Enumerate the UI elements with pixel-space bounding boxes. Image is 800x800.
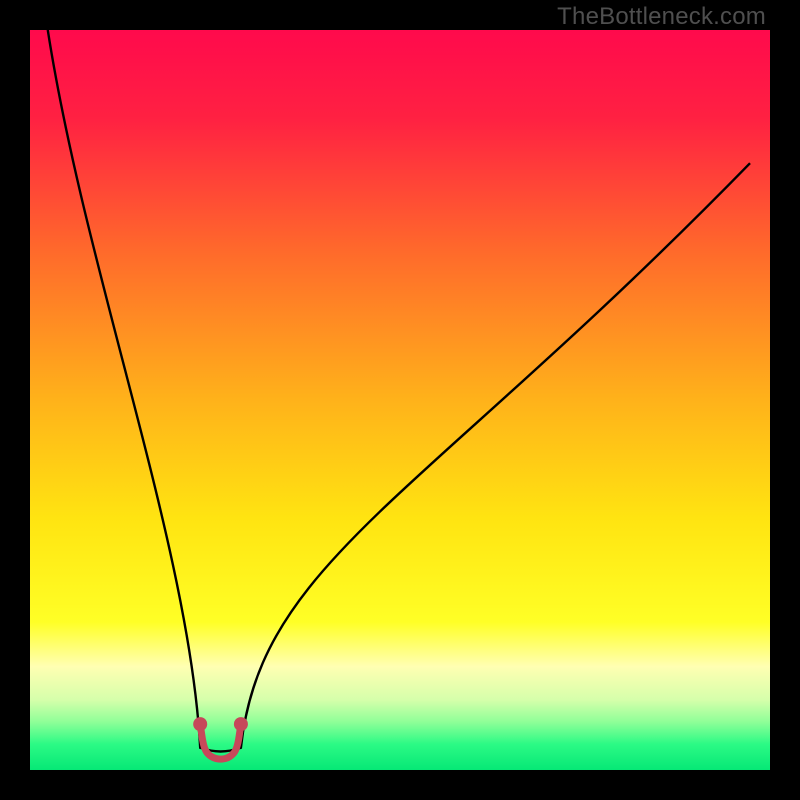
optimum-dot [234, 717, 248, 731]
frame-right [770, 0, 800, 800]
frame-bottom [0, 770, 800, 800]
bottleneck-plot [30, 30, 770, 770]
watermark-text: TheBottleneck.com [557, 3, 766, 31]
optimum-dot [193, 717, 207, 731]
gradient-background [30, 30, 770, 770]
frame-left [0, 0, 30, 800]
